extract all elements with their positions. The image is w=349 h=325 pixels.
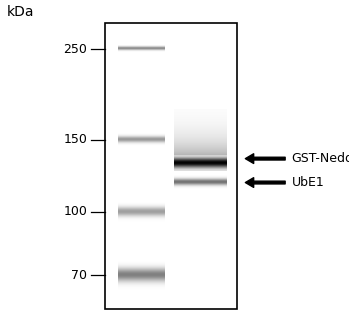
Text: UbE1: UbE1 [291, 176, 324, 189]
Bar [105, 23, 237, 309]
Text: 100: 100 [64, 205, 87, 218]
Text: kDa: kDa [7, 6, 35, 20]
Text: 150: 150 [64, 133, 87, 146]
Text: 250: 250 [64, 43, 87, 56]
Text: GST-Nedd4: GST-Nedd4 [291, 152, 349, 165]
Text: 70: 70 [71, 269, 87, 282]
